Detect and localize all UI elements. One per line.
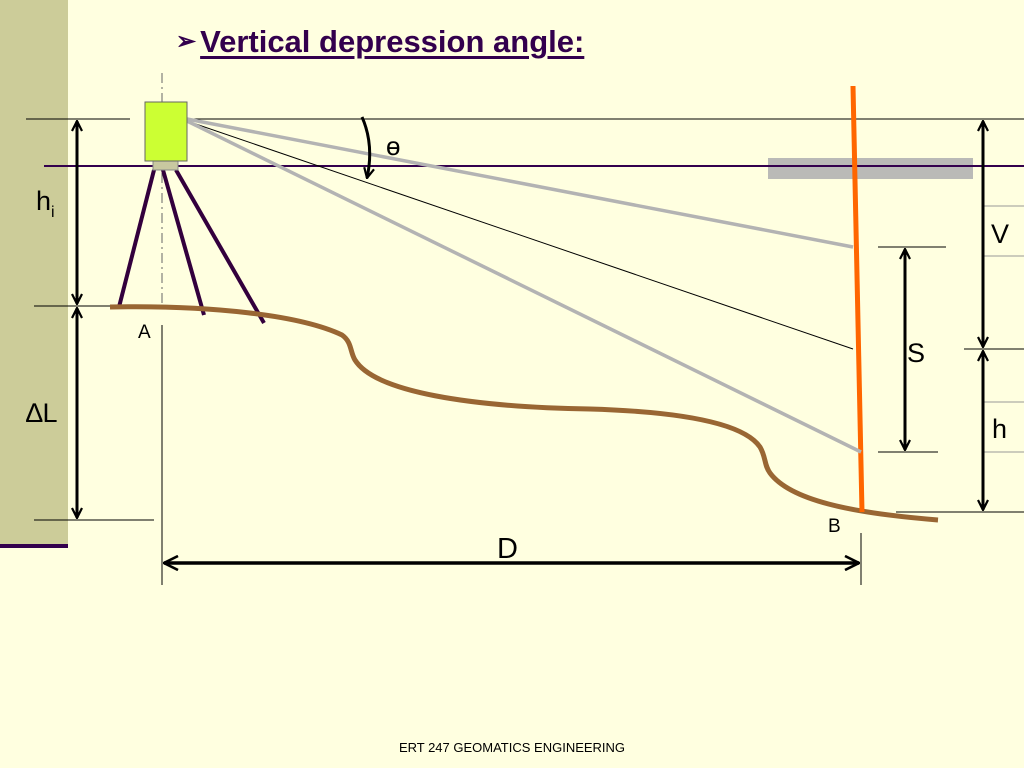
sight-line-upper — [186, 117, 854, 249]
tripod-leg-middle — [161, 169, 206, 316]
left-side-panel — [0, 0, 68, 545]
sight-line-lower — [186, 119, 862, 454]
tripod-leg-left — [117, 169, 156, 308]
label-point-a: A — [138, 322, 151, 343]
staff-reading-bar — [768, 158, 973, 179]
label-point-b: B — [828, 516, 841, 537]
slide-title: ➢ Vertical depression angle: — [176, 24, 584, 60]
label-distance: D — [497, 533, 518, 565]
slide-footer: ERT 247 GEOMATICS ENGINEERING — [398, 740, 626, 755]
label-theta: ɵ — [386, 131, 400, 161]
label-height: h — [992, 414, 1007, 444]
arrow-bullet-icon: ➢ — [176, 28, 197, 55]
title-text: Vertical depression angle: — [200, 24, 585, 59]
angle-theta-arc — [360, 116, 370, 178]
leveling-staff — [850, 85, 865, 513]
ground-profile — [109, 304, 939, 523]
theodolite-instrument — [144, 101, 188, 162]
label-slope: S — [907, 338, 925, 368]
label-delta-l: ∆L — [26, 398, 58, 428]
label-vertical: V — [991, 219, 1009, 249]
label-hi: hi — [36, 186, 55, 221]
sight-line-middle — [186, 120, 854, 350]
instrument-base — [152, 160, 179, 171]
tripod-leg-right — [174, 169, 266, 324]
